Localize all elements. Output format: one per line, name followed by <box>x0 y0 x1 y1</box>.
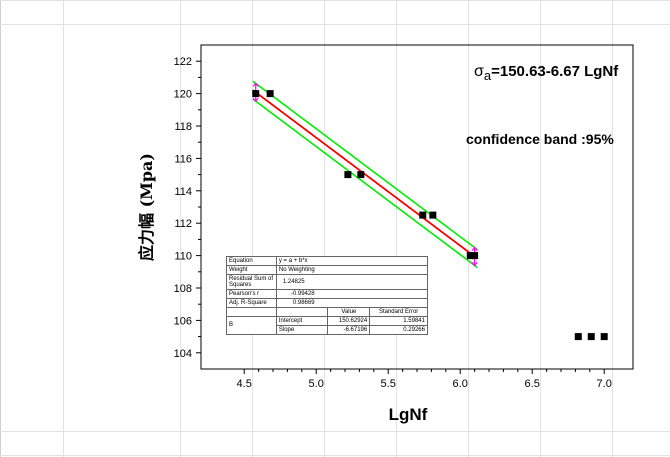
table-cell: Slope <box>275 325 329 335</box>
lower-band-line <box>252 98 478 269</box>
confidence-band <box>252 80 478 269</box>
y-tick-label: 108 <box>174 283 192 295</box>
error-bar-cap <box>471 262 478 267</box>
sheet-gridline <box>0 24 670 25</box>
table-row: B Intercept 150.62924 1.59841 <box>226 316 428 335</box>
fit-statistics-table: Equation y = a + b*x Weight No Weighting… <box>226 256 429 335</box>
table-cell: No Weighting <box>275 265 429 275</box>
table-row: Equation y = a + b*x <box>226 256 429 266</box>
sheet-gridline <box>0 455 670 456</box>
fit-line <box>252 89 479 260</box>
data-point <box>344 171 352 179</box>
table-cell: Weight <box>226 265 277 275</box>
sheet-gridline <box>612 0 613 457</box>
sheet-gridline <box>63 0 64 457</box>
sheet-gridline <box>0 431 670 432</box>
data-point <box>587 333 595 341</box>
sheet-gridline <box>180 0 181 457</box>
table-row: Pearson's r -0.99428 <box>226 289 429 299</box>
x-tick-label: 5.5 <box>381 378 396 390</box>
table-cell: 1.59841 <box>369 316 428 326</box>
sheet-gridline <box>540 0 541 457</box>
table-cell: Value <box>327 307 371 317</box>
table-cell: B <box>226 316 277 335</box>
regression-line <box>252 89 479 260</box>
data-point <box>574 333 582 341</box>
y-tick-label: 120 <box>174 89 192 101</box>
table-row: Weight No Weighting <box>226 265 429 275</box>
error-bar-cap <box>471 246 478 251</box>
error-bar-cap <box>252 82 259 87</box>
y-tick-label: 112 <box>174 218 192 230</box>
y-tick-label: 114 <box>174 186 192 198</box>
table-cell: Pearson's r <box>226 289 277 299</box>
table-cell: -0.99428 <box>275 289 429 299</box>
data-point <box>471 252 479 260</box>
y-axis-ticks: 104 106 108 110 112 114 116 118 120 122 <box>174 56 201 360</box>
table-cell: y = a + b*x <box>275 256 429 266</box>
data-point <box>357 171 365 179</box>
x-tick-label: 4.5 <box>237 378 252 390</box>
table-cell: Equation <box>226 256 277 266</box>
equation-text: =150.63-6.67 LgNf <box>491 63 619 80</box>
sheet-gridline <box>468 0 469 457</box>
confidence-annotation: confidence band :95% <box>466 131 614 147</box>
y-tick-label: 104 <box>174 348 192 360</box>
x-axis-label: LgNf <box>389 405 428 424</box>
table-cell: Adj. R-Square <box>226 298 277 308</box>
x-tick-label: 5.0 <box>309 378 324 390</box>
data-point <box>600 333 608 341</box>
sheet-gridline <box>396 0 397 457</box>
sigma-symbol: σ <box>474 63 484 80</box>
sheet-gridline <box>0 0 670 1</box>
data-point <box>419 211 427 219</box>
data-point <box>466 252 474 260</box>
sigma-subscript: a <box>484 68 492 83</box>
data-point <box>429 211 437 219</box>
y-axis-label: 应力幅 (Mpa) <box>137 153 156 261</box>
table-cell: 0.98669 <box>275 298 429 308</box>
table-cell: Standard Error <box>369 307 428 317</box>
upper-band-line <box>252 80 478 251</box>
table-cell: Residual Sum of Squares <box>226 274 277 290</box>
table-cell: Intercept <box>275 316 329 326</box>
x-tick-label: 6.5 <box>525 378 540 390</box>
sheet-left-edge <box>0 0 1 457</box>
x-tick-label: 7.0 <box>597 378 612 390</box>
sheet-gridline <box>324 0 325 457</box>
table-cell: 1.24825 <box>275 274 429 290</box>
table-row: Value Standard Error <box>226 307 428 317</box>
sheet-gridline <box>252 0 253 457</box>
table-row: Residual Sum of Squares 1.24825 <box>226 274 429 290</box>
y-tick-label: 118 <box>174 121 192 133</box>
table-cell <box>275 307 329 317</box>
table-cell: 0.29266 <box>369 325 428 335</box>
table-row: Slope -6.67196 0.29266 <box>227 325 428 335</box>
equation-annotation: σa=150.63-6.67 LgNf <box>474 63 619 83</box>
table-cell: -6.67196 <box>327 325 371 335</box>
y-tick-label: 122 <box>174 56 192 68</box>
data-points <box>252 90 608 341</box>
x-axis-ticks: 4.5 5.0 5.5 6.0 6.5 7.0 <box>237 369 612 390</box>
table-cell: 150.62924 <box>327 316 371 326</box>
table-row: Adj. R-Square 0.98669 <box>226 298 429 308</box>
y-tick-label: 116 <box>174 153 192 165</box>
data-point <box>252 90 260 98</box>
y-tick-label: 106 <box>174 315 192 327</box>
y-tick-label: 110 <box>174 251 192 263</box>
error-bar-cap <box>252 97 259 103</box>
table-cell <box>226 307 277 317</box>
data-point <box>266 90 274 98</box>
x-tick-label: 6.0 <box>453 378 468 390</box>
